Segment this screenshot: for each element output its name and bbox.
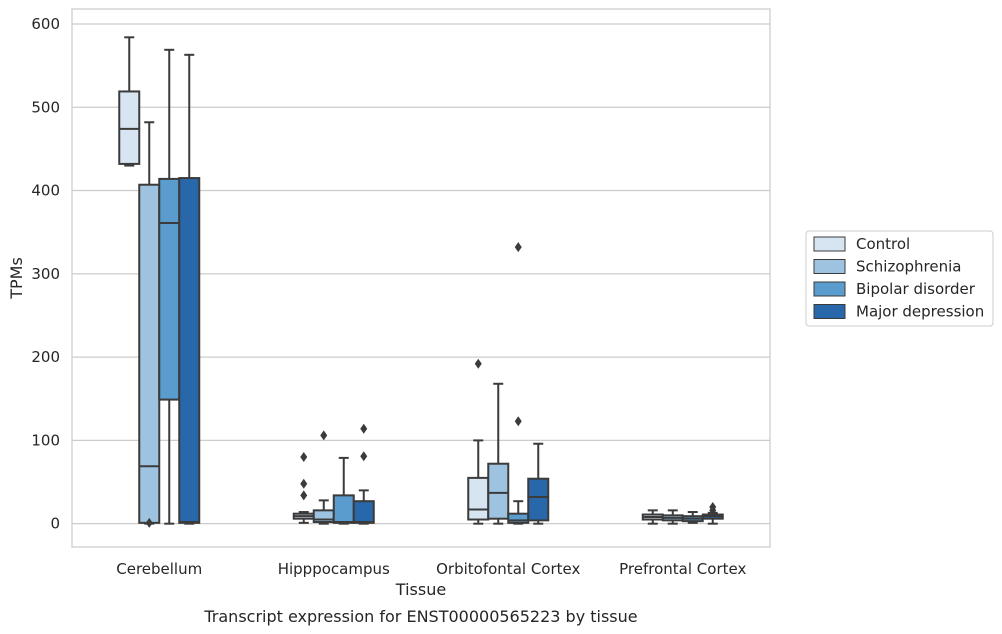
box-body [507, 512, 530, 524]
y-tick-label: 200 [31, 348, 60, 366]
box-major-depression [178, 53, 201, 525]
x-axis-title: Tissue [395, 580, 446, 599]
box-body [138, 183, 161, 524]
figure-caption: Transcript expression for ENST0000056522… [203, 607, 637, 626]
outlier-point [514, 242, 522, 253]
y-tick-label: 500 [31, 98, 60, 116]
outlier-point [300, 452, 308, 463]
box-schizophrenia [661, 509, 684, 525]
x-tick-label: Prefrontal Cortex [619, 560, 746, 578]
box-bipolar-disorder [507, 242, 530, 525]
legend-frame [805, 230, 994, 327]
legend-swatch [813, 259, 846, 274]
box-control [118, 36, 141, 167]
box-bipolar-disorder [332, 456, 355, 525]
legend-label: Major depression [856, 303, 984, 321]
y-tick-label: 0 [50, 515, 60, 533]
outlier-point [300, 490, 308, 501]
box-major-depression [527, 442, 550, 525]
legend-label: Bipolar disorder [856, 280, 976, 298]
boxes [118, 36, 724, 528]
box-major-depression [701, 502, 724, 525]
x-tick-label: Orbitofontal Cortex [436, 560, 580, 578]
y-tick-label: 600 [31, 15, 60, 33]
legend-label: Schizophrenia [856, 258, 961, 276]
outlier-point [320, 430, 328, 441]
box-body [352, 500, 375, 524]
legend-swatch [813, 281, 846, 297]
box-control [641, 509, 664, 525]
box-schizophrenia [312, 430, 335, 525]
outlier-point [145, 517, 153, 528]
y-tick-label: 400 [31, 182, 60, 200]
y-axis-title: TPMs [7, 257, 26, 300]
x-tick-label: Hipppocampus [278, 560, 390, 578]
box-body [527, 477, 550, 522]
outlier-point [360, 451, 368, 462]
outlier-point [474, 358, 482, 369]
x-tick-labels: Cerebellum Hipppocampus Orbitofontal Corte… [116, 560, 746, 578]
box-schizophrenia [487, 382, 510, 525]
box-body [158, 177, 181, 401]
legend-swatch [813, 236, 846, 252]
legend-swatch [813, 304, 846, 319]
box-major-depression [352, 423, 375, 525]
box-schizophrenia [138, 121, 161, 528]
box-control [292, 452, 315, 524]
box-body [487, 462, 510, 520]
outlier-point [514, 416, 522, 427]
box-control [467, 358, 490, 525]
y-tick-labels: 0 100 200 300 400 500 600 [31, 15, 60, 533]
box-body [467, 476, 490, 521]
box-bipolar-disorder [158, 48, 181, 525]
y-tick-label: 100 [31, 431, 60, 449]
outlier-point [709, 502, 717, 513]
box-body [118, 90, 141, 165]
legend: Control Schizophrenia Bipolar disorder Majo… [805, 230, 994, 327]
box-body [178, 177, 201, 524]
x-tick-label: Cerebellum [116, 560, 202, 578]
y-tick-label: 300 [31, 265, 60, 283]
outlier-point [300, 478, 308, 489]
legend-label: Control [856, 235, 910, 253]
box-body [332, 494, 355, 524]
plot-area-frame [71, 8, 771, 548]
box-bipolar-disorder [681, 511, 704, 524]
outlier-point [360, 423, 368, 434]
